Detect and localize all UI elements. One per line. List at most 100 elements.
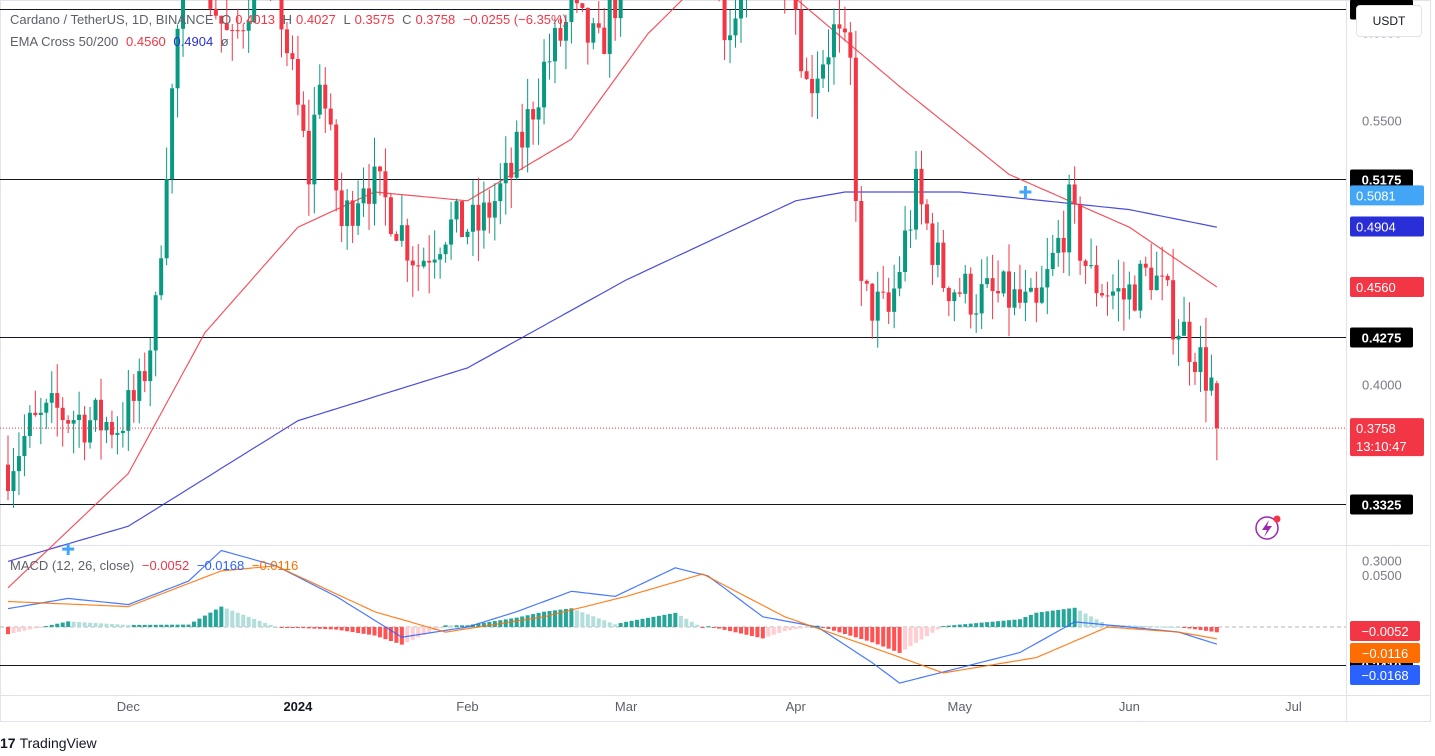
macd-histogram-bar [591,616,596,627]
candle-body [864,280,869,284]
macd-histogram-bar [831,627,836,631]
candle-body [93,399,98,421]
macd-histogram-bar [935,627,940,630]
candle-body [815,78,820,94]
candle [810,55,815,118]
macd-histogram-bar [1154,626,1159,628]
candle [312,87,317,214]
macd-histogram-bar [317,627,322,629]
price-tag-bg [1350,216,1424,237]
candle-body [137,371,142,401]
candle-body [290,53,295,60]
candle [596,1,601,34]
macd-histogram-bar [640,618,645,627]
time-axis-tick: Jul [1285,699,1302,714]
price-axis-tick: 0.4000 [1362,378,1402,393]
macd-histogram-bar [738,627,743,634]
candle-body [175,28,180,89]
macd-value-tag-bg [1350,665,1420,685]
macd-histogram-bar [804,627,809,628]
candle-body [881,291,886,293]
candle-body [77,414,82,421]
macd-histogram-bar [1061,609,1066,627]
macd-histogram-bar [27,627,32,630]
candle [1214,380,1219,461]
candle-body [738,0,743,19]
candle-body [38,412,43,415]
candle [104,416,109,444]
candle-body [454,201,459,220]
macd-histogram-bar [142,624,147,627]
candle [498,163,503,225]
candle-body [148,350,153,382]
price-tag: 0.3758 13:10:47 [1350,418,1424,457]
candle [306,99,311,216]
candle-body [509,162,514,178]
candle [328,93,333,131]
macd-histogram-bar [974,623,979,627]
candle-body [328,108,333,125]
currency-button[interactable]: USDT [1356,5,1422,37]
macd-histogram-bar [416,627,421,638]
price-tag-label: 0.4904 [1356,219,1396,234]
macd-histogram-bar [700,627,705,628]
tradingview-logo-icon: 17 [0,735,16,751]
candle [175,24,180,118]
candle-body [596,23,601,28]
macd-histogram-bar [323,627,328,630]
candle [924,199,929,231]
macd-histogram-bar [968,623,973,627]
ema-legend[interactable]: EMA Cross 50/200 0.4560 0.4904 ø [10,34,233,49]
macd-histogram-bar [290,627,295,628]
macd-histogram-bar [438,627,443,628]
candle-body [405,225,410,261]
candle [454,198,459,233]
chart-canvas[interactable]: 0.75000.70000.65000.60000.55000.40000.30… [0,0,1435,722]
macd-histogram-bar [531,614,536,627]
candle-body [1160,275,1165,277]
candle [957,277,962,297]
macd-histogram-bar [656,615,661,627]
symbol-legend: Cardano / TetherUS, 1D, BINANCE O 0.4013 … [10,12,571,27]
candle [438,247,443,279]
candle-body [33,412,38,415]
candle-body [252,0,257,23]
candle-body [979,284,984,314]
macd-histogram-bar [109,623,114,627]
candle-body [859,201,864,281]
horizontal-level-tag-label: 0.5175 [1362,173,1402,188]
candle-body [1127,284,1132,300]
macd-histogram-bar [394,627,399,643]
candle-body [449,219,454,245]
candle [443,242,448,263]
lightning-alert-icon[interactable] [1255,515,1281,540]
candle [1176,319,1181,366]
candle [317,64,322,119]
macd-histogram-bar [148,624,153,627]
candle-body [1165,275,1170,281]
macd-histogram-bar [766,627,771,637]
tradingview-logo[interactable]: 17 TradingView [0,735,97,751]
macd-histogram-bar [38,627,43,628]
macd-histogram-bar [1127,625,1132,627]
macd-histogram-bar [1083,613,1088,627]
price-tag-label: 0.4560 [1356,280,1396,295]
macd-histogram-bar [717,627,722,629]
candle-body [55,393,60,408]
candle [213,0,218,20]
macd-legend[interactable]: MACD (12, 26, close) −0.0052 −0.0168 −0.… [10,558,302,573]
macd-histogram-bar [678,615,683,627]
macd-histogram-bar [219,606,224,627]
candle [1192,352,1197,385]
macd-histogram-bar [1105,624,1110,627]
candle-body [120,430,125,434]
macd-histogram-bar [274,627,279,628]
macd-histogram-bar [635,619,640,627]
candle-body [367,188,372,204]
candle [1050,234,1055,276]
macd-histogram-bar [164,624,169,627]
candle-body [924,204,929,224]
high-value: 0.4027 [296,12,336,27]
candle-body [339,190,344,227]
candle-body [618,0,623,19]
